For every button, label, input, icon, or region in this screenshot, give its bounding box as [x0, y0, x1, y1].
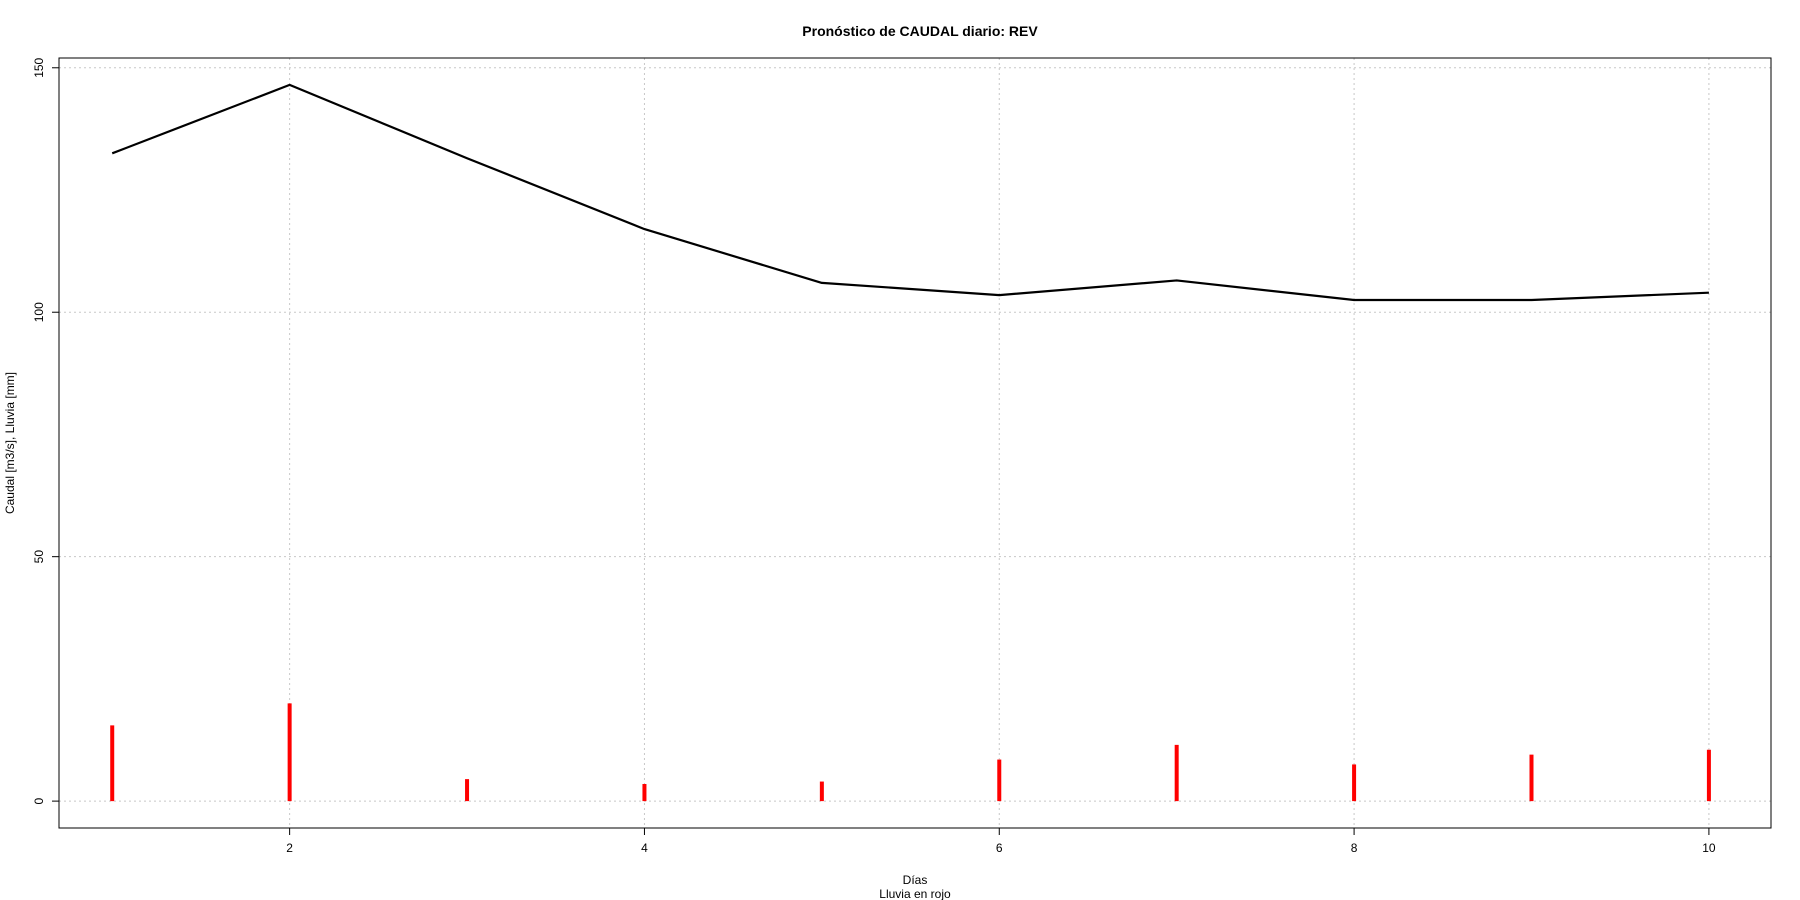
- flow-series: [111, 83, 1709, 302]
- y-tick-label-50: 50: [32, 550, 46, 564]
- chart-title: Pronóstico de CAUDAL diario: REV: [802, 23, 1038, 39]
- flow-line: [111, 83, 1709, 302]
- x-tick-label-10: 10: [1702, 841, 1716, 855]
- y-tick-label-0: 0: [32, 797, 46, 804]
- x-tick-label-2: 2: [286, 841, 293, 855]
- plot-area-box: [58, 57, 1772, 829]
- y-tick-label-100: 100: [32, 302, 46, 322]
- x-axis-label: Días: [903, 873, 928, 887]
- x-tick-label-6: 6: [996, 841, 1003, 855]
- rain-series: [110, 703, 1711, 802]
- y-tick-label-150: 150: [32, 57, 46, 77]
- x-tick-label-4: 4: [641, 841, 648, 855]
- grid-layer: [59, 58, 1771, 828]
- x-axis-sublabel: Lluvia en rojo: [879, 887, 951, 900]
- x-tick-label-8: 8: [1351, 841, 1358, 855]
- x-axis: 2 4 6 8 10: [286, 828, 1716, 855]
- y-axis: 0 50 100 150: [32, 57, 59, 804]
- y-axis-label: Caudal [m3/s], Lluvia [mm]: [3, 372, 17, 514]
